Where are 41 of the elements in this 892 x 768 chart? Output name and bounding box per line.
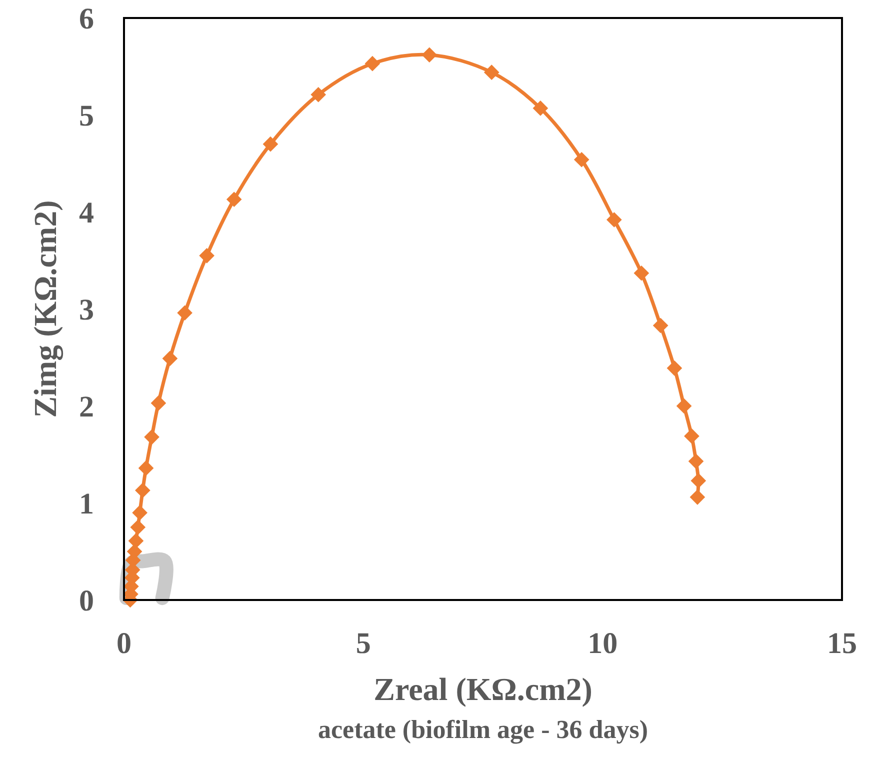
y-tick-label: 5 bbox=[79, 100, 94, 132]
point bbox=[666, 360, 682, 376]
point bbox=[690, 490, 706, 505]
x-tick-label: 10 bbox=[588, 627, 618, 660]
point bbox=[128, 533, 144, 548]
y-tick-label: 2 bbox=[79, 390, 94, 424]
point bbox=[532, 100, 548, 116]
y-tick-label: 3 bbox=[79, 294, 94, 326]
point bbox=[606, 212, 622, 228]
point bbox=[310, 86, 326, 102]
point bbox=[144, 429, 160, 445]
y-tick-label: 6 bbox=[79, 2, 94, 36]
point bbox=[262, 136, 278, 152]
x-tick-label: 15 bbox=[827, 627, 857, 660]
point bbox=[690, 473, 706, 488]
point bbox=[135, 482, 150, 498]
point bbox=[422, 47, 438, 63]
x-tick-label: 0 bbox=[116, 627, 132, 660]
y-tick-label: 0 bbox=[79, 584, 94, 618]
point bbox=[150, 395, 166, 411]
point bbox=[688, 454, 704, 469]
point bbox=[130, 520, 146, 535]
x-axis-title: Zreal (KΩ.cm2) bbox=[374, 671, 592, 707]
point bbox=[484, 64, 500, 80]
point bbox=[364, 56, 380, 72]
point bbox=[199, 248, 214, 264]
point bbox=[226, 192, 242, 208]
y-tick-label: 1 bbox=[79, 488, 94, 520]
point bbox=[684, 428, 700, 444]
y-tick-label: 4 bbox=[79, 196, 94, 230]
point bbox=[132, 505, 148, 520]
x-tick-label: 5 bbox=[356, 627, 371, 660]
point bbox=[138, 460, 154, 476]
point bbox=[676, 398, 692, 414]
point bbox=[634, 265, 650, 281]
point bbox=[162, 350, 178, 366]
point bbox=[652, 318, 668, 334]
text: acetate (biofilm age - 36 days) bbox=[318, 715, 648, 744]
y-axis-title: Zimg (KΩ.cm2) bbox=[27, 200, 64, 418]
point bbox=[574, 152, 590, 168]
point bbox=[177, 305, 192, 321]
